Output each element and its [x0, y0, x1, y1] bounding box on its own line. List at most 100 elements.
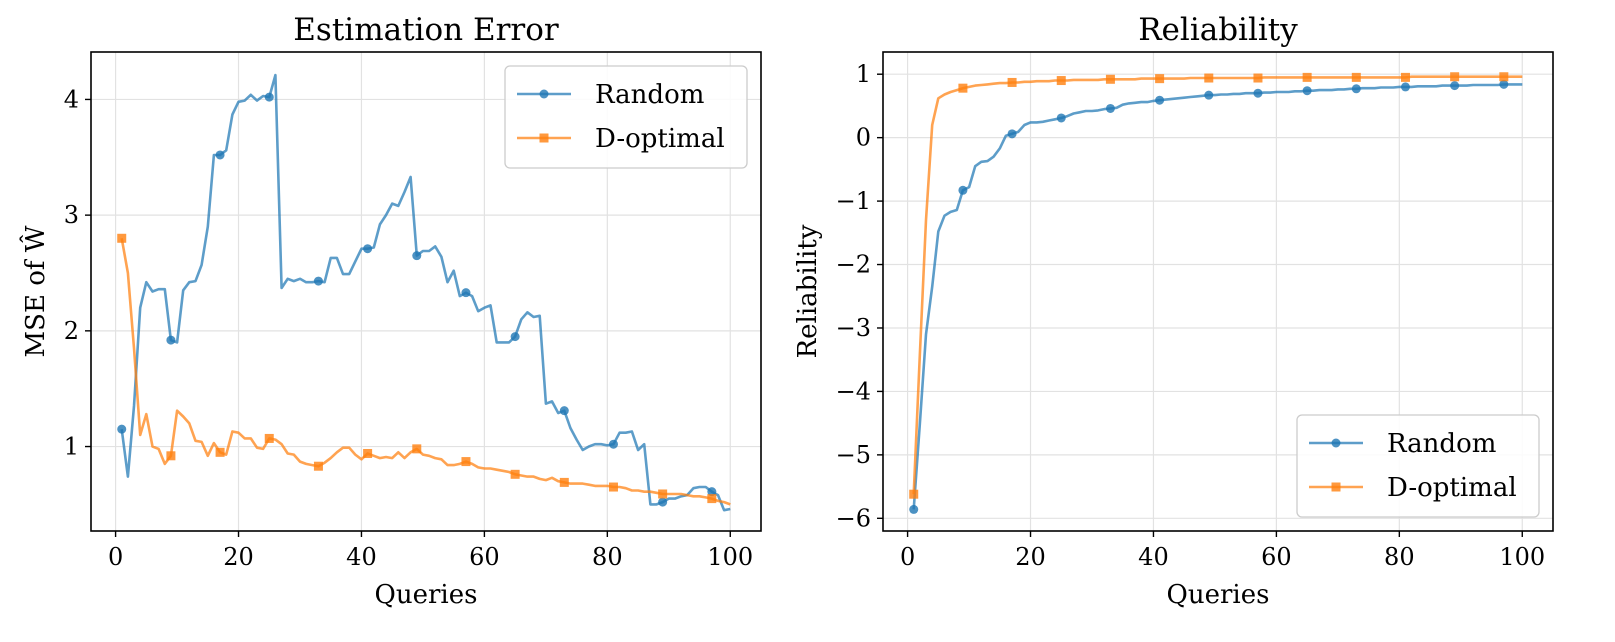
data-point — [1155, 74, 1165, 84]
data-point — [461, 457, 471, 467]
x-tick-label: 60 — [469, 543, 500, 571]
legend-box — [504, 65, 748, 169]
data-point — [958, 185, 968, 195]
data-point — [215, 447, 225, 457]
data-point — [1450, 81, 1460, 91]
data-point — [1499, 79, 1509, 89]
data-point — [363, 448, 373, 458]
data-point — [909, 504, 919, 514]
data-point — [117, 233, 127, 243]
data-point — [1351, 72, 1361, 82]
data-point — [1105, 103, 1115, 113]
data-point — [1204, 73, 1214, 83]
data-point — [412, 444, 422, 454]
series-line-d-optimal — [120, 238, 731, 506]
y-axis-label: Reliability — [793, 224, 823, 358]
y-tick-label: −4 — [836, 377, 871, 405]
legend-marker — [1331, 438, 1341, 448]
x-tick-label: 80 — [592, 543, 623, 571]
data-point — [1155, 95, 1165, 105]
data-point — [707, 487, 717, 497]
data-point — [559, 477, 569, 487]
y-tick-label: −6 — [836, 504, 871, 532]
data-point — [1499, 72, 1509, 82]
chart-0-axes: 0 20 40 60 80 100 1 2 3 4 Estimation Error Queries M… — [19, 12, 762, 610]
data-point — [1400, 72, 1410, 82]
data-point — [1204, 90, 1214, 100]
y-tick-label: −1 — [836, 187, 871, 215]
data-point — [1302, 72, 1312, 82]
data-point — [1056, 76, 1066, 86]
data-point — [461, 288, 471, 298]
y-tick-label: 3 — [64, 201, 79, 229]
chart-title: Estimation Error — [293, 12, 559, 48]
legend-label: D-optimal — [1387, 473, 1517, 503]
legend-label: Random — [595, 80, 704, 110]
data-point — [264, 92, 274, 102]
data-point — [608, 439, 618, 449]
data-point — [166, 451, 176, 461]
data-point — [1007, 129, 1017, 139]
y-tick-label: 2 — [64, 317, 79, 345]
y-tick-label: 0 — [856, 124, 871, 152]
chart-1-axes: 0 20 40 60 80 100 −6 −5 −4 −3 −2 −1 0 1 Reliability Que… — [793, 12, 1554, 610]
data-point — [1253, 73, 1263, 83]
x-tick-label: 0 — [900, 543, 915, 571]
x-tick-label: 80 — [1384, 543, 1415, 571]
x-tick-label: 0 — [108, 543, 123, 571]
data-point — [313, 276, 323, 286]
legend: Random D-optimal — [504, 65, 748, 169]
legend: Random D-optimal — [1296, 414, 1540, 518]
data-point — [1400, 82, 1410, 92]
data-point — [166, 335, 176, 345]
data-point — [1007, 77, 1017, 87]
data-point — [608, 482, 618, 492]
x-tick-label: 20 — [223, 543, 254, 571]
x-tick-label: 100 — [707, 543, 753, 571]
data-point — [313, 461, 323, 471]
x-axis-label: Queries — [375, 580, 478, 610]
data-point — [707, 494, 717, 504]
y-axis-label: MSE of Ŵ — [19, 225, 51, 357]
x-tick-label: 100 — [1499, 543, 1545, 571]
data-point — [1450, 72, 1460, 82]
x-tick-label: 40 — [346, 543, 377, 571]
y-tick-label: −3 — [836, 314, 871, 342]
x-tick-label: 60 — [1261, 543, 1292, 571]
data-point — [215, 150, 225, 160]
x-tick-label: 40 — [1138, 543, 1169, 571]
data-point — [412, 251, 422, 261]
data-point — [1302, 86, 1312, 96]
data-point — [658, 489, 668, 499]
x-axis-label: Queries — [1167, 580, 1270, 610]
y-tick-label: −5 — [836, 441, 871, 469]
data-point — [559, 406, 569, 416]
legend-marker — [539, 133, 549, 143]
legend-label: Random — [1387, 429, 1496, 459]
y-tick-label: 1 — [856, 60, 871, 88]
y-tick-label: 1 — [64, 433, 79, 461]
y-tick-label: −2 — [836, 251, 871, 279]
data-point — [264, 433, 274, 443]
y-tick-label: 4 — [64, 85, 79, 113]
legend-box — [1296, 414, 1540, 518]
axes-frame — [90, 51, 762, 532]
data-point — [958, 83, 968, 93]
data-point — [1253, 88, 1263, 98]
legend-marker — [1331, 482, 1341, 492]
x-tick-label: 20 — [1015, 543, 1046, 571]
chart-title: Reliability — [1138, 12, 1298, 48]
data-point — [658, 497, 668, 507]
data-point — [1351, 84, 1361, 94]
data-point — [510, 469, 520, 479]
data-point — [510, 332, 520, 342]
axes-frame — [882, 51, 1554, 532]
data-point — [1105, 74, 1115, 84]
data-point — [909, 489, 919, 499]
legend-label: D-optimal — [595, 124, 725, 154]
data-point — [1056, 113, 1066, 123]
legend-marker — [539, 89, 549, 99]
data-point — [363, 244, 373, 254]
data-point — [117, 424, 127, 434]
